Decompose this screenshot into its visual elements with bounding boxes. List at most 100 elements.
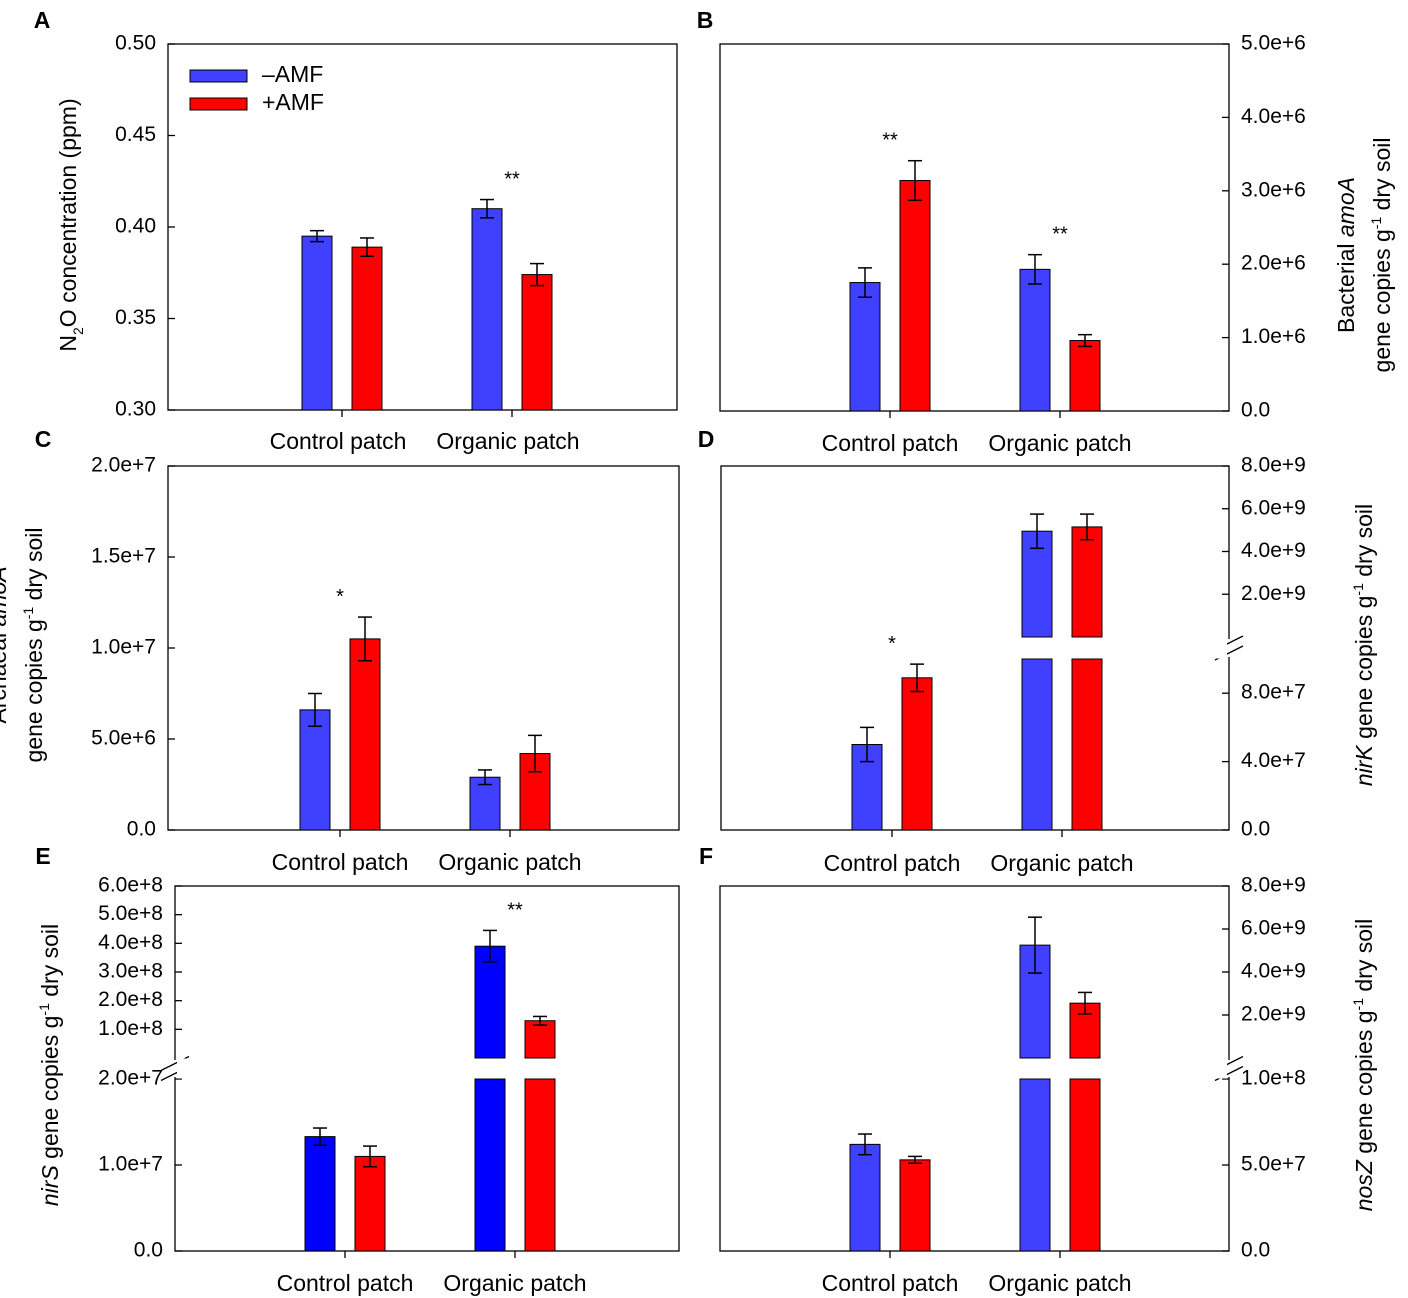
minus-amf-bar [849,1143,881,1252]
panel-b: B 0.0 1.0e+6 2.0e+6 3.0e+6 4.0e+6 5.0e+6 Contro… [697,7,1395,456]
panel-d: D 0.0 4.0e+7 8.0e+7 2.0e+9 4.0e+9 6.0e+9 8.0e+9… [698,426,1377,876]
y-tick-label: 1.0e+7 [91,636,156,659]
y-tick-label: 2.0e+7 [98,1067,163,1090]
significance-mark: ** [504,169,520,191]
plus-amf-bar [899,180,931,412]
category-label: Organic patch [436,428,579,454]
category-label: Control patch [824,850,961,876]
category-label: Organic patch [988,1270,1131,1296]
y-tick-label: 3.0e+6 [1241,178,1306,201]
y-axis-title: N2O concentration (ppm) [55,98,86,351]
minus-amf-bar [301,235,333,411]
y-tick-label: 4.0e+7 [1241,749,1306,772]
category-label: Control patch [822,430,959,456]
y-tick-label: 2.0e+9 [1241,582,1306,605]
y-tick-label: 1.0e+8 [98,1017,163,1040]
panel-label: E [35,843,50,869]
significance-mark: * [888,633,896,655]
y-tick-label: 1.0e+7 [98,1153,163,1176]
y-tick-label: 0.35 [115,306,156,329]
minus-amf-bar [304,1136,336,1252]
panel-label: B [697,7,714,33]
y-axis-title: nirK gene copies g-1 dry soil [1350,504,1377,786]
y-axis-title: Bacterial amoA [1333,177,1359,333]
panel-label: F [699,843,713,869]
y-tick-label: 4.0e+9 [1241,539,1306,562]
y-tick-label: 4.0e+6 [1241,105,1306,128]
category-label: Control patch [822,1270,959,1296]
plus-amf-bar [351,246,383,411]
minus-amf-bar [469,776,501,831]
y-tick-label: 8.0e+7 [1241,681,1306,704]
y-tick-label: 0.45 [115,123,156,146]
category-label: Organic patch [443,1270,586,1296]
y-axis-title: gene copies g-1 dry soil [20,528,47,763]
y-tick-label: 2.0e+7 [91,454,156,477]
axis-break-gap [1224,639,1234,657]
minus-amf-bar [849,282,881,412]
panel-label: D [698,426,715,452]
legend-label: –AMF [262,61,323,87]
y-tick-label: 1.0e+8 [1241,1067,1306,1090]
minus-amf-bar [299,709,331,831]
break-gap [723,637,1227,659]
panel-a: A 0.30 0.35 0.40 0.45 0.50 Control patch Organi… [34,7,678,454]
legend-label: +AMF [262,89,324,115]
plot-frame [167,465,680,831]
minus-amf-bar [1019,268,1051,412]
break-gap [722,1058,1227,1079]
y-tick-label: 2.0e+8 [98,988,163,1011]
y-tick-label: 1.0e+6 [1241,325,1306,348]
y-tick-label: 5.0e+6 [91,727,156,750]
category-label: Control patch [270,428,407,454]
y-tick-label: 8.0e+9 [1241,874,1306,897]
panel-c: C 0.0 5.0e+6 1.0e+7 1.5e+7 2.0e+7 Control patc… [0,426,680,875]
plus-amf-bar [901,677,933,831]
significance-mark: ** [882,130,898,152]
y-tick-label: 6.0e+9 [1241,917,1306,940]
significance-mark: * [336,586,344,608]
y-tick-label: 2.0e+6 [1241,252,1306,275]
y-tick-label: 6.0e+9 [1241,496,1306,519]
category-label: Organic patch [438,849,581,875]
legend-swatch [189,69,248,83]
plus-amf-bar [1069,340,1101,412]
minus-amf-bar [471,208,503,411]
minus-amf-bar [1019,944,1051,1252]
y-tick-label: 0.40 [115,215,156,238]
panel-f: F 0.0 5.0e+7 1.0e+8 2.0e+9 4.0e+9 6.0e+9 8.0e+9… [699,843,1377,1296]
y-tick-label: 4.0e+9 [1241,960,1306,983]
y-tick-label: 5.0e+8 [98,902,163,925]
plus-amf-bar [1071,526,1103,831]
panel-label: C [35,426,52,452]
y-axis-title: nirS gene copies g-1 dry soil [36,924,63,1206]
category-label: Organic patch [990,850,1133,876]
y-tick-label: 3.0e+8 [98,960,163,983]
plus-amf-bar [1069,1002,1101,1252]
y-tick-label: 8.0e+9 [1241,454,1306,477]
y-tick-label: 1.5e+7 [91,545,156,568]
minus-amf-bar [474,945,506,1252]
plus-amf-bar [354,1155,386,1252]
significance-mark: ** [1052,224,1068,246]
plus-amf-bar [349,638,381,831]
y-tick-label: 6.0e+8 [98,874,163,897]
y-axis-title: gene copies g-1 dry soil [1368,138,1395,373]
y-tick-label: 0.0 [1241,818,1270,841]
y-axis-title: nosZ gene copies g-1 dry soil [1350,919,1377,1211]
y-tick-label: 4.0e+8 [98,931,163,954]
category-label: Control patch [277,1270,414,1296]
legend: –AMF+AMF [189,61,324,115]
y-tick-label: 0.0 [1241,399,1270,422]
category-label: Control patch [272,849,409,875]
plus-amf-bar [521,274,553,411]
y-tick-label: 0.0 [127,818,156,841]
significance-mark: ** [507,899,523,921]
panel-label: A [34,7,51,33]
plus-amf-bar [899,1159,931,1252]
y-tick-label: 0.0 [1241,1239,1270,1262]
y-tick-label: 5.0e+7 [1241,1153,1306,1176]
y-tick-label: 0.0 [134,1239,163,1262]
y-axis-title: Archaeal amoA [0,566,11,723]
